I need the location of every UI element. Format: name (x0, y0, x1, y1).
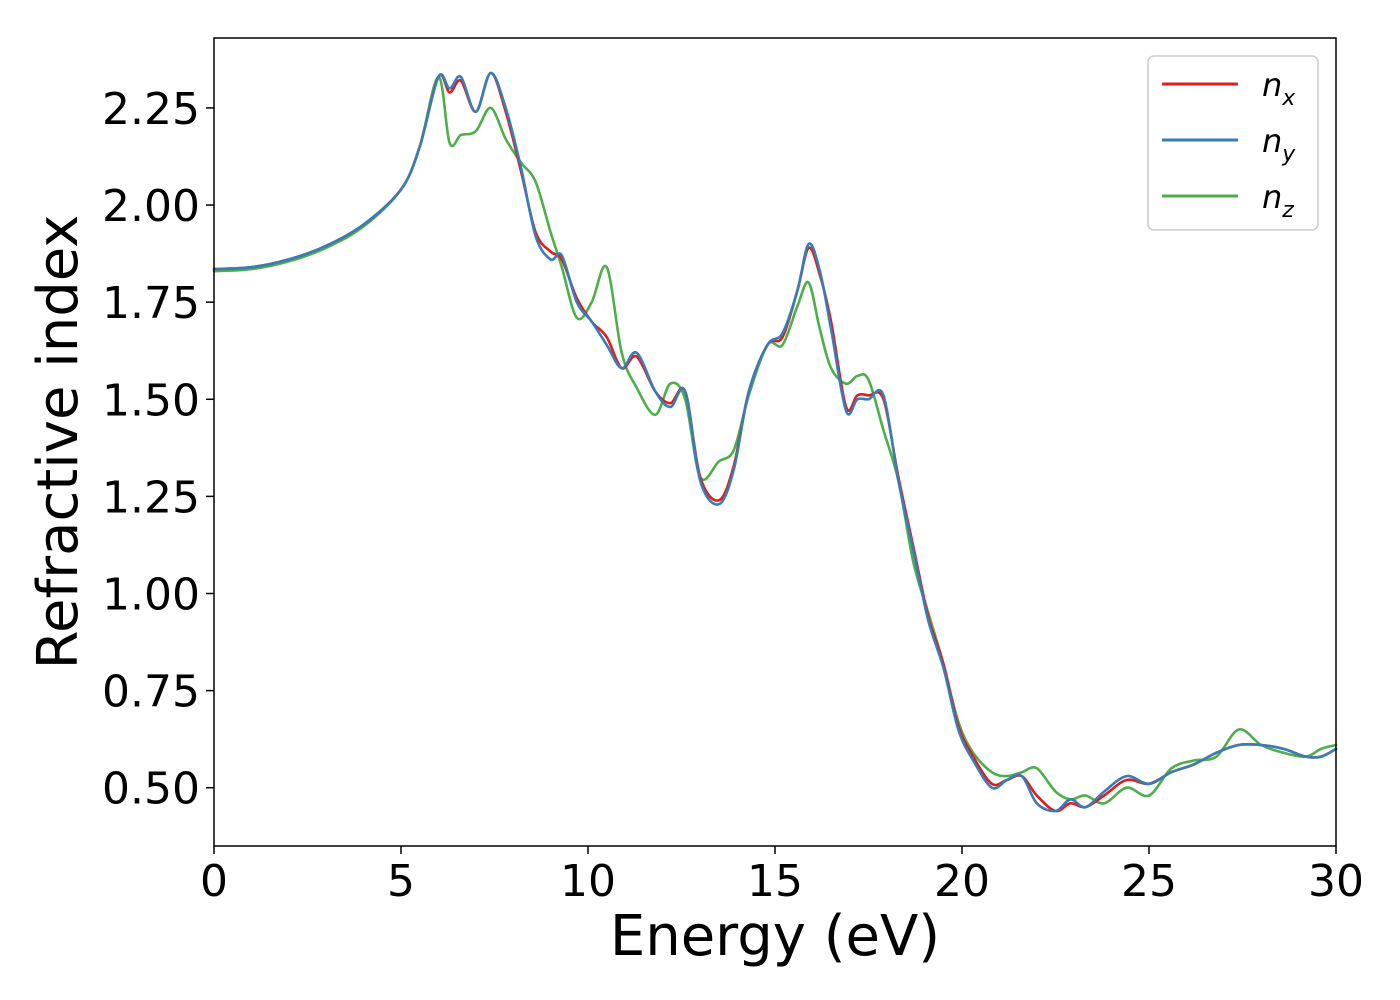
x-axis-title: Energy (eV) (610, 904, 940, 969)
y-tick-label: 2.25 (102, 84, 200, 135)
y-tick-label: 0.75 (102, 667, 200, 718)
x-tick-label: 15 (747, 856, 803, 907)
y-tick-label: 0.50 (102, 764, 200, 815)
x-tick-label: 20 (934, 856, 990, 907)
y-axis-ticks: 0.50 0.75 1.00 1.25 1.50 1.75 2.00 2.25 (102, 84, 214, 815)
x-tick-label: 25 (1121, 856, 1177, 907)
y-tick-label: 1.75 (102, 278, 200, 329)
x-tick-label: 0 (200, 856, 228, 907)
x-axis-ticks: 0 5 10 15 20 25 30 (200, 846, 1364, 907)
legend-box (1147, 55, 1319, 231)
legend-label-y: ny (1262, 122, 1296, 167)
y-tick-label: 1.00 (102, 570, 200, 621)
x-tick-label: 30 (1308, 856, 1364, 907)
y-tick-label: 1.50 (102, 375, 200, 426)
x-tick-label: 5 (387, 856, 415, 907)
y-axis-title: Refractive index (26, 215, 91, 670)
x-tick-label: 10 (560, 856, 616, 907)
series-layer (212, 71, 1338, 813)
y-tick-label: 1.25 (102, 472, 200, 523)
y-tick-label: 2.00 (102, 181, 200, 232)
series-line-y (212, 71, 1338, 813)
series-line-z (212, 75, 1338, 805)
